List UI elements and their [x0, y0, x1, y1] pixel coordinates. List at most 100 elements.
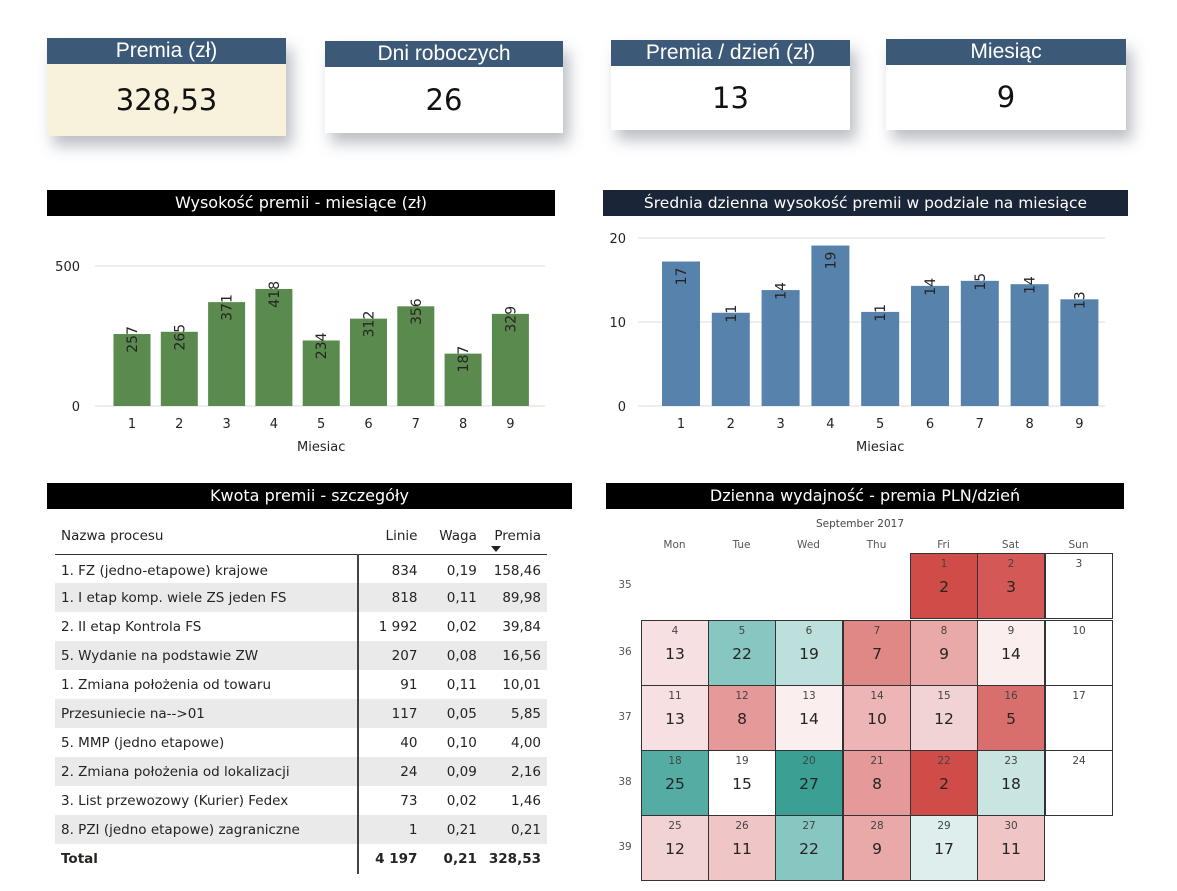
bar[interactable]	[662, 261, 700, 406]
calendar-day-cell[interactable]: 19 15	[708, 750, 776, 816]
data-label: 356	[409, 298, 425, 325]
bar[interactable]	[861, 311, 900, 406]
kpi-label: Miesiąc	[886, 39, 1126, 65]
data-label: 329	[503, 306, 519, 333]
table-row[interactable]: 8. PZI (jedno etapowe) zagraniczne 1 0,21 0…	[55, 815, 547, 844]
kpi-card-working-days: Dni roboczych 26	[325, 41, 563, 133]
calendar-day-cell[interactable]: 10	[1045, 620, 1113, 686]
column-header-premia[interactable]: Premia	[482, 518, 547, 555]
bar[interactable]	[1010, 284, 1049, 406]
calendar-day-cell[interactable]: 11 13	[641, 685, 709, 751]
table-row[interactable]: 2. Zmiana położenia od lokalizacji 24 0,09…	[55, 757, 547, 786]
bar[interactable]	[1060, 299, 1099, 406]
day-value: 7	[872, 645, 882, 663]
table-row[interactable]: 1. Zmiana położenia od towaru 91 0,11 10,01	[55, 670, 547, 699]
cell-premia: 10,01	[502, 676, 541, 693]
calendar-day-cell[interactable]: 29 17	[910, 815, 978, 881]
cell-process: Przesuniecie na-->01	[55, 699, 359, 728]
table-header-row: Nazwa procesu Linie Waga Premia	[55, 518, 547, 555]
cell-weight: 0,08	[423, 641, 483, 670]
bar[interactable]	[761, 290, 800, 406]
bar[interactable]	[811, 245, 850, 406]
column-header-weight[interactable]: Waga	[423, 518, 483, 555]
day-value: 14	[1001, 645, 1021, 663]
bar[interactable]	[711, 312, 750, 406]
x-tick-label: 7	[412, 417, 420, 432]
table-row[interactable]: 3. List przewozowy (Kurier) Fedex 73 0,02 1…	[55, 786, 547, 815]
x-axis-title: Miesiac	[297, 440, 345, 455]
calendar-day-cell[interactable]: 15 12	[910, 685, 978, 751]
calendar-day-cell[interactable]: 23 18	[977, 750, 1045, 816]
day-value: 9	[872, 840, 882, 858]
bar[interactable]	[113, 334, 151, 406]
calendar-day-cell[interactable]: 17	[1045, 685, 1113, 751]
day-value: 14	[799, 710, 819, 728]
calendar-day-cell[interactable]: 14 10	[843, 685, 911, 751]
day-value: 3	[1006, 578, 1016, 596]
table-row[interactable]: 1. FZ (jedno-etapowe) krajowe 834 0,19 158,…	[55, 554, 547, 583]
bar[interactable]	[302, 340, 340, 406]
kpi-label: Premia (zł)	[47, 38, 286, 64]
day-value: 25	[665, 775, 685, 793]
week-number-label: 36	[618, 646, 632, 658]
cell-process: 8. PZI (jedno etapowe) zagraniczne	[55, 815, 359, 844]
column-header-lines[interactable]: Linie	[358, 518, 424, 555]
table-row[interactable]: 5. MMP (jedno etapowe) 40 0,10 4,00	[55, 728, 547, 757]
day-value: 22	[799, 840, 819, 858]
calendar-day-cell[interactable]: 28 9	[843, 815, 911, 881]
bar[interactable]	[160, 331, 198, 406]
bar[interactable]	[911, 285, 949, 406]
table-row[interactable]: 5. Wydanie na podstawie ZW 207 0,08 16,56	[55, 641, 547, 670]
y-tick-label: 20	[609, 232, 626, 247]
table-row[interactable]: 1. I etap komp. wiele ZS jeden FS 818 0,11…	[55, 583, 547, 612]
table-row[interactable]: Przesuniecie na-->01 117 0,05 5,85	[55, 699, 547, 728]
calendar-day-cell[interactable]: 20 27	[775, 750, 843, 816]
day-value: 5	[1006, 710, 1016, 728]
cell-process: 3. List przewozowy (Kurier) Fedex	[61, 792, 289, 809]
calendar-day-cell[interactable]: 24	[1045, 750, 1113, 816]
day-value: 8	[872, 775, 882, 793]
bar[interactable]	[255, 288, 293, 406]
bar[interactable]	[350, 318, 387, 406]
calendar-day-cell[interactable]: 25 12	[641, 815, 709, 881]
column-header-process[interactable]: Nazwa procesu	[55, 518, 359, 555]
cell-process: 2. Zmiana położenia od lokalizacji	[55, 757, 359, 786]
table-row[interactable]: 2. II etap Kontrola FS 1 992 0,02 39,84	[55, 612, 547, 641]
y-tick-label: 0	[72, 400, 80, 415]
day-value: 11	[732, 840, 752, 858]
cell-weight: 0,11	[446, 676, 477, 693]
calendar-day-cell[interactable]: 21 8	[843, 750, 911, 816]
weekday-label: Sun	[1068, 539, 1089, 551]
calendar-month-label: September 2017	[815, 518, 905, 530]
calendar-day-cell[interactable]: 12 8	[708, 685, 776, 751]
day-number: 24	[1072, 755, 1086, 767]
day-value: 9	[939, 645, 949, 663]
calendar-day-cell[interactable]: 13 14	[775, 685, 843, 751]
calendar-day-cell[interactable]: 5 22	[708, 620, 776, 686]
calendar-day-cell[interactable]: 22 2	[910, 750, 978, 816]
calendar-day-cell[interactable]: 30 11	[977, 815, 1045, 881]
x-tick-label: 5	[876, 417, 884, 432]
weekday-label: Sat	[1001, 539, 1020, 551]
bar[interactable]	[208, 302, 246, 406]
calendar-day-cell[interactable]: 27 22	[775, 815, 843, 881]
calendar-day-cell[interactable]: 4 13	[641, 620, 709, 686]
bar[interactable]	[444, 353, 482, 406]
calendar-day-cell[interactable]: 16 5	[977, 685, 1045, 751]
calendar-day-cell[interactable]: 18 25	[641, 750, 709, 816]
x-tick-label: 4	[826, 417, 834, 432]
calendar-day-cell[interactable]: 6 19	[775, 620, 843, 686]
calendar-day-cell[interactable]: 9 14	[977, 620, 1045, 686]
bar[interactable]	[491, 313, 529, 406]
bar[interactable]	[960, 280, 999, 406]
bar[interactable]	[397, 306, 435, 406]
calendar-day-cell[interactable]: 26 11	[708, 815, 776, 881]
day-value: 27	[799, 775, 819, 793]
calendar-day-cell[interactable]: 3	[1045, 553, 1113, 619]
